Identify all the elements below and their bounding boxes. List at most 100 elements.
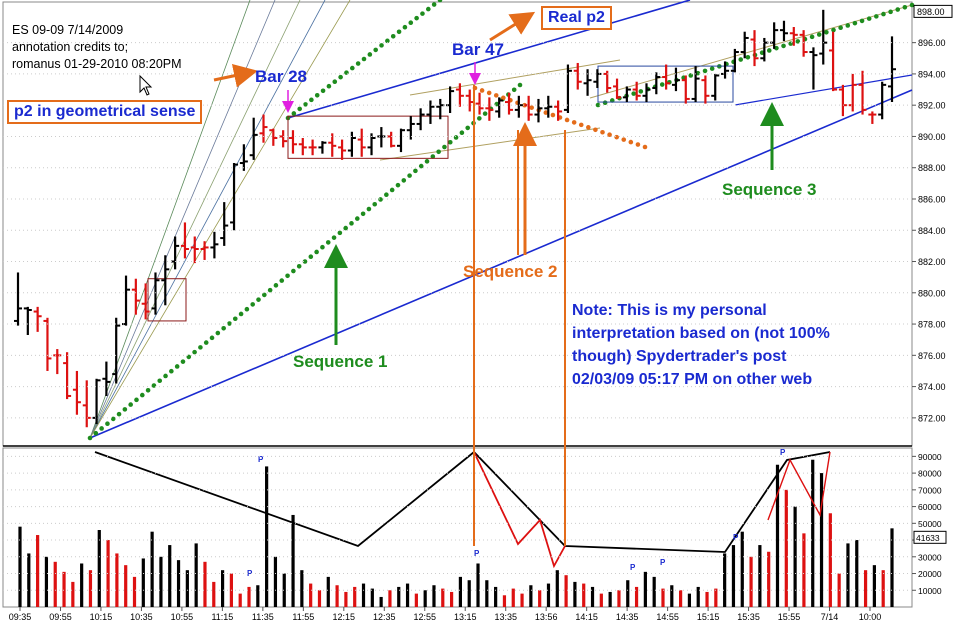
trend-dot [595, 102, 601, 108]
price-bar [318, 141, 327, 154]
trend-dot [465, 125, 471, 131]
symbol-date: ES 09-09 7/14/2009 [12, 23, 124, 37]
volume-bar [18, 526, 22, 607]
trend-dot [262, 292, 267, 298]
trend-dot [909, 2, 915, 8]
trend-dot [350, 65, 355, 71]
price-bar [33, 306, 42, 332]
trend-dot [414, 15, 419, 21]
price-bar [367, 133, 376, 156]
trend-dot [418, 163, 424, 169]
trend-dot [192, 349, 197, 355]
trend-dot [390, 34, 396, 39]
price-tick-label: 888.00 [918, 163, 946, 173]
time-tick-label: 13:56 [535, 612, 558, 622]
volume-bar [300, 570, 304, 607]
price-bar [288, 130, 297, 154]
p2-geo-arrow [213, 63, 258, 88]
trend-dot [688, 73, 694, 78]
price-bar [377, 127, 386, 148]
volume-bar [670, 585, 674, 607]
volume-bar [626, 580, 630, 607]
time-tick-label: 09:35 [9, 612, 32, 622]
volume-bar [705, 591, 709, 607]
trend-dot [87, 435, 93, 441]
trend-dot [134, 397, 139, 403]
volume-bar [696, 586, 700, 607]
trend-dot [852, 20, 858, 26]
trend-dot [486, 90, 492, 96]
trend-dot [385, 38, 390, 44]
sequence2-label: Sequence 2 [463, 262, 558, 281]
trend-dot [578, 122, 584, 128]
trend-dot [453, 135, 459, 140]
price-bar [613, 78, 622, 99]
price-bar [220, 202, 229, 246]
p-marker: P [258, 455, 264, 464]
channel-upper-line [287, 0, 691, 119]
price-bar [190, 236, 199, 264]
volume-bar [423, 590, 427, 607]
price-bar [583, 69, 592, 96]
chart-frame [2, 1, 913, 608]
trend-dot [859, 18, 865, 24]
trend-dot [344, 70, 349, 75]
trend-dot [325, 240, 331, 245]
volume-trend-line [94, 450, 831, 553]
trend-dot [586, 125, 591, 130]
volume-bar [634, 586, 639, 607]
price-bar [681, 75, 690, 104]
volume-bar [71, 581, 75, 607]
price-bar [122, 275, 131, 326]
price-bar [161, 255, 170, 306]
time-tick-label: 7/14 [821, 612, 839, 622]
volume-tick-label: 70000 [918, 485, 942, 495]
trend-dot [824, 29, 829, 35]
trend-dot [372, 201, 378, 207]
volume-bar [819, 473, 824, 607]
p-marker: P [474, 549, 480, 558]
volume-bar [53, 561, 57, 607]
annotation-lines [87, 0, 915, 441]
sequence1-label: Sequence 1 [293, 352, 388, 371]
trend-dot [379, 43, 384, 48]
price-bar [465, 89, 474, 112]
volume-bar [863, 570, 868, 607]
volume-bar [132, 576, 137, 607]
volume-bar [802, 533, 806, 607]
volume-bar [529, 585, 533, 607]
trend-dot [459, 130, 465, 136]
volume-bar [80, 563, 84, 607]
trend-dot [169, 368, 174, 374]
trend-dot [401, 178, 407, 183]
trend-dot [745, 54, 751, 60]
price-bar [819, 9, 828, 65]
p-marker: P [780, 448, 786, 457]
trend-dot [874, 14, 879, 19]
trend-dot [373, 47, 378, 53]
volume-bar [370, 588, 374, 607]
time-tick-label: 10:35 [130, 612, 153, 622]
fan-line [89, 0, 351, 439]
trend-dot [354, 216, 360, 221]
trend-dot [291, 111, 297, 116]
volume-bar [353, 586, 357, 607]
trend-dot [602, 100, 608, 106]
price-bar [779, 20, 788, 42]
time-tick-label: 12:15 [333, 612, 356, 622]
volume-bar [855, 540, 859, 607]
trend-dot [349, 221, 354, 226]
mouse-cursor-icon [139, 74, 153, 96]
price-bar [131, 278, 140, 315]
price-bar [416, 108, 425, 131]
volume-tick-label: 90000 [918, 452, 942, 462]
price-candles [14, 9, 896, 428]
trend-dot [638, 89, 644, 94]
trend-dot [766, 48, 772, 53]
price-bar [622, 86, 631, 103]
p-marker: P [247, 569, 253, 578]
trend-dot [244, 306, 250, 312]
volume-bar [784, 489, 788, 607]
trend-dot [337, 230, 343, 236]
volume-bar [44, 556, 49, 607]
